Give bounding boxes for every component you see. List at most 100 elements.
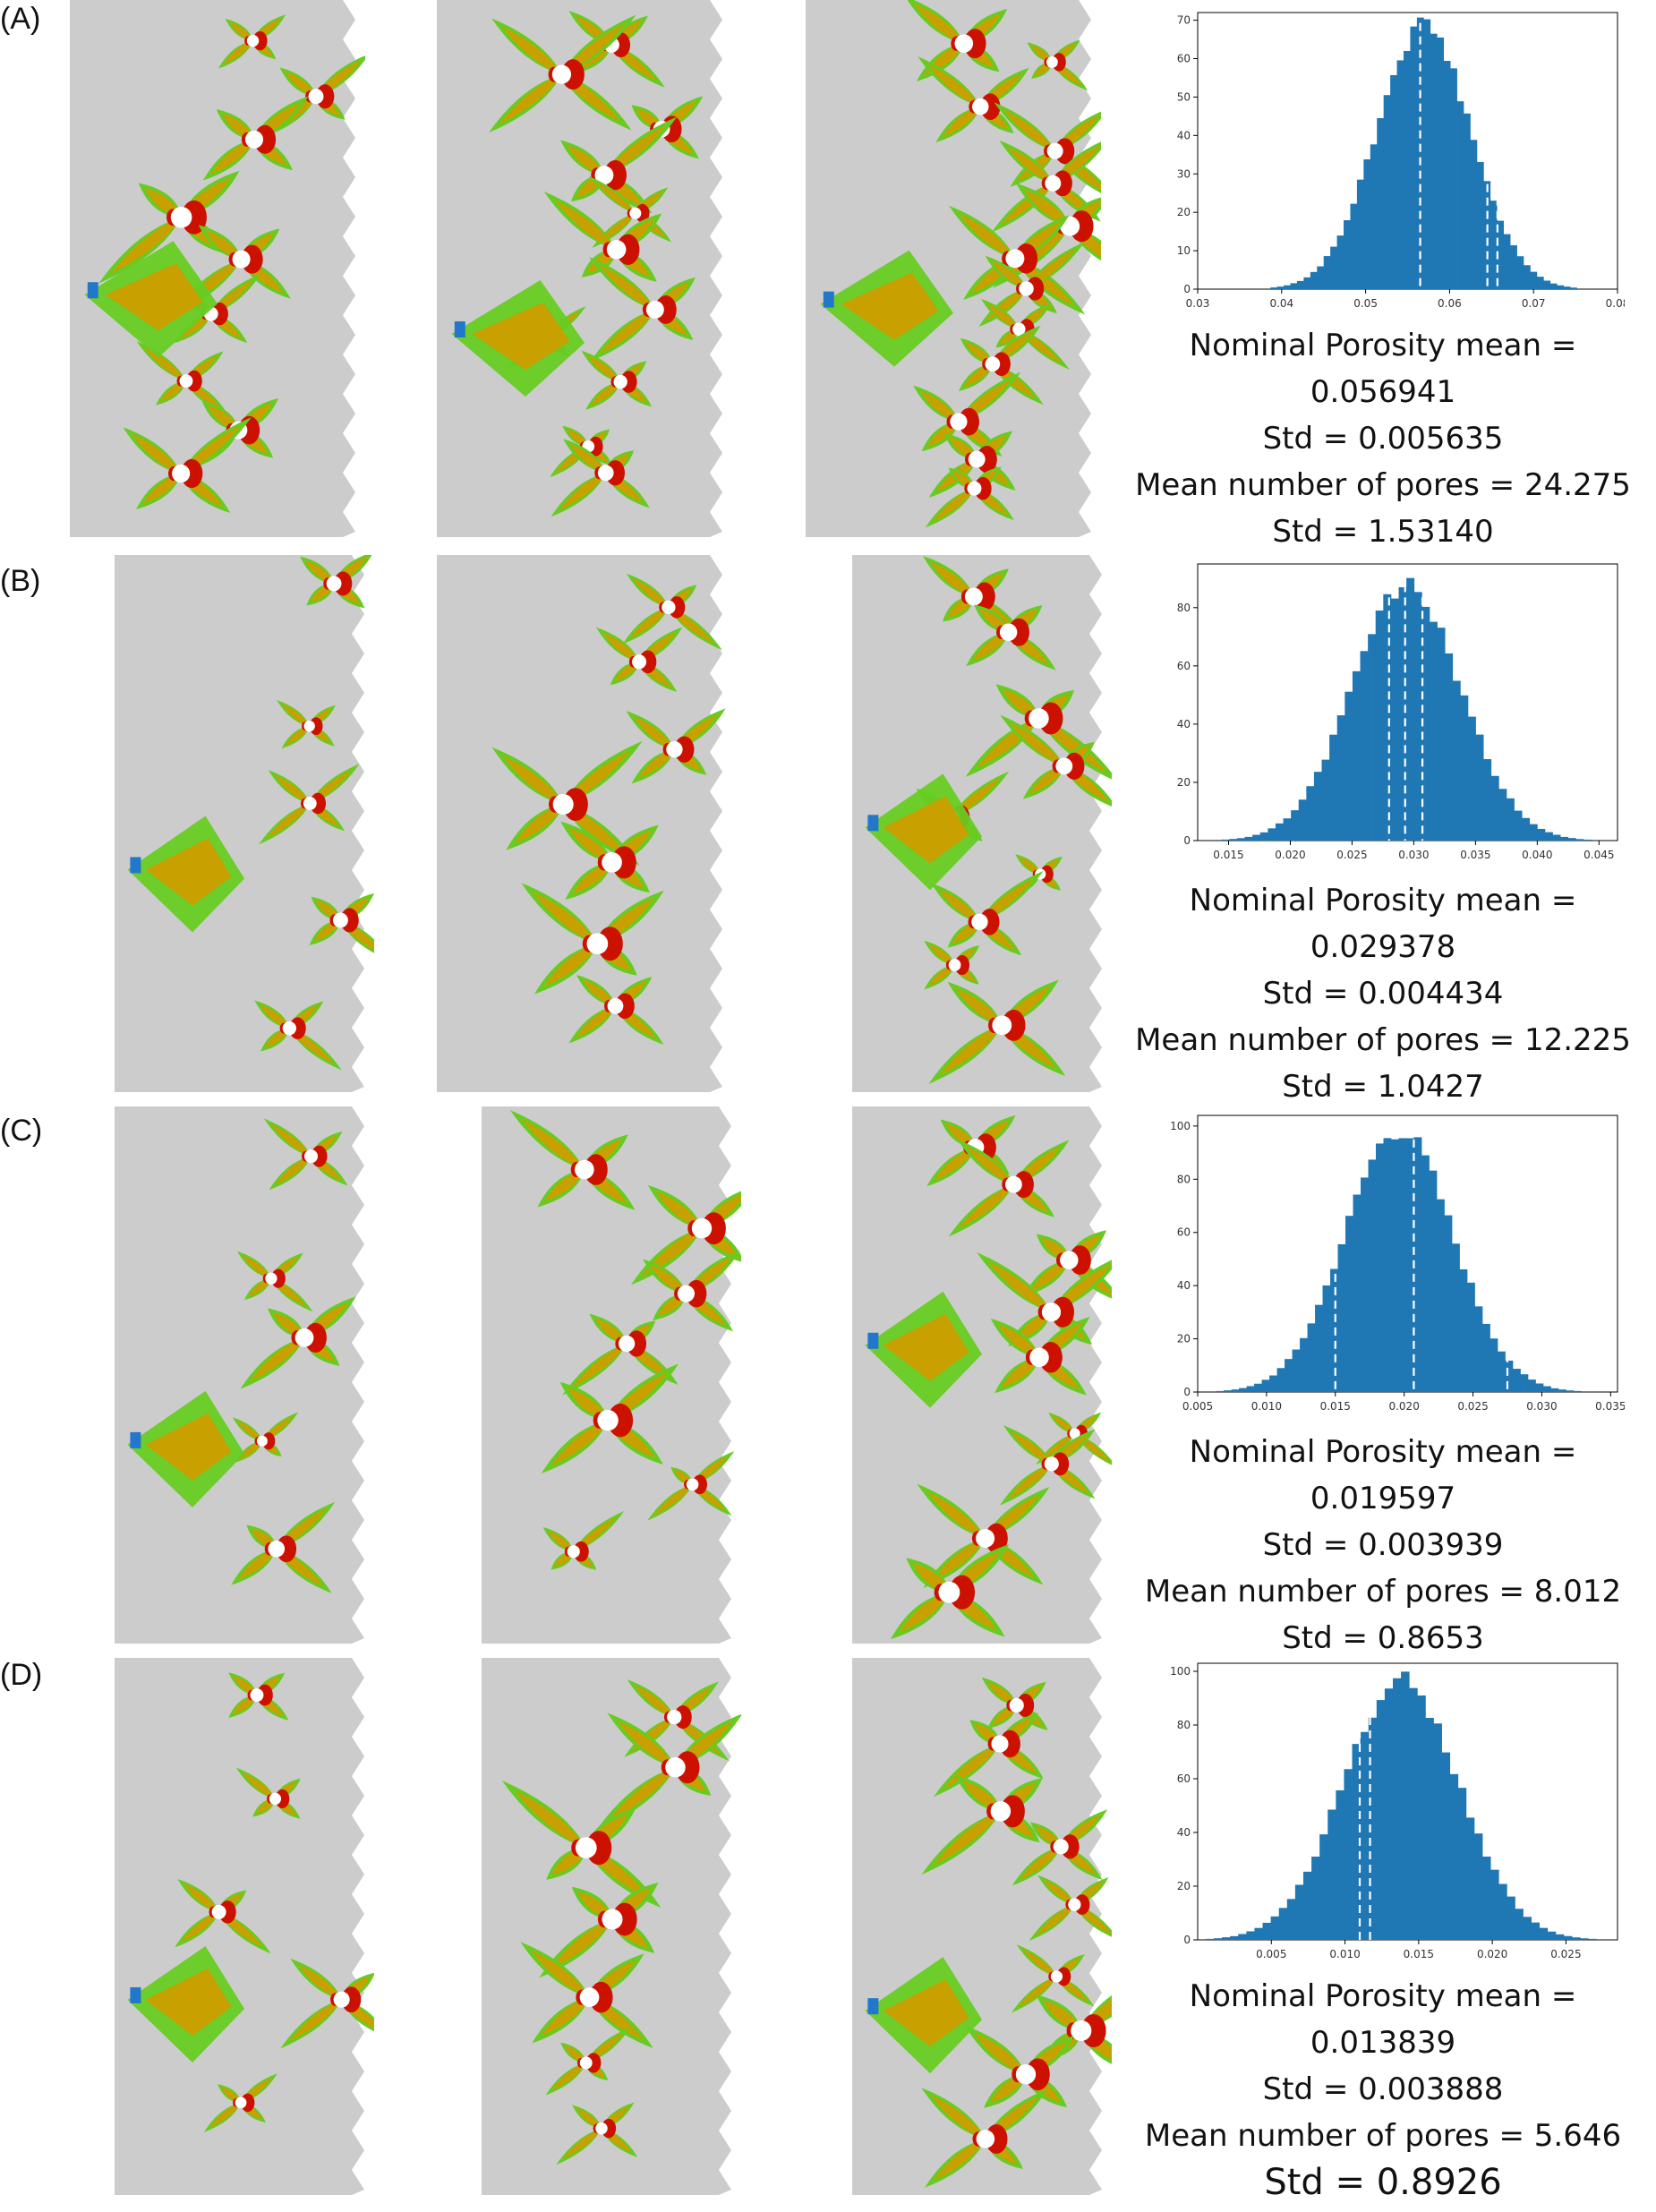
histogram-bar bbox=[1470, 140, 1478, 289]
histogram-bar bbox=[1498, 1883, 1507, 1940]
histogram-bar bbox=[1292, 1349, 1301, 1392]
damage-core-high bbox=[1080, 2013, 1106, 2048]
damage-zone bbox=[556, 2102, 638, 2165]
x-tick-label: 0.035 bbox=[1460, 849, 1490, 861]
pore bbox=[629, 207, 642, 219]
damage-core-high bbox=[1061, 1834, 1080, 1859]
histogram-bar bbox=[1530, 271, 1538, 289]
x-tick-label: 0.05 bbox=[1353, 297, 1378, 310]
histogram-bar bbox=[1441, 1752, 1451, 1940]
damage-zone bbox=[509, 1110, 636, 1210]
histogram-bar bbox=[1406, 1138, 1414, 1392]
damage-core-high bbox=[702, 1212, 726, 1245]
simulation-image-3 bbox=[852, 1106, 1112, 1644]
x-tick-label: 0.015 bbox=[1213, 849, 1243, 861]
histogram-bar bbox=[1363, 159, 1371, 289]
damage-zone bbox=[595, 627, 683, 692]
simulation-image-3 bbox=[852, 555, 1112, 1092]
damage-core-high bbox=[1008, 618, 1029, 646]
damage-zone bbox=[277, 699, 337, 749]
histogram-bar bbox=[1239, 1388, 1247, 1392]
damage-lobe-mid bbox=[617, 1721, 676, 1768]
damage-zone bbox=[203, 2073, 277, 2132]
damage-core-high bbox=[289, 1017, 306, 1039]
cold-damage-cell bbox=[130, 1986, 141, 2003]
histogram-bar bbox=[1558, 1389, 1566, 1392]
histogram-bar bbox=[1246, 1931, 1255, 1940]
damage-core-high bbox=[974, 476, 992, 500]
histogram-bar bbox=[1542, 1386, 1551, 1392]
damage-lobe-mid bbox=[595, 181, 636, 214]
histogram-bar bbox=[1383, 95, 1391, 290]
simulation-image-3 bbox=[852, 1658, 1112, 2195]
histogram-bar bbox=[1421, 1155, 1430, 1392]
y-tick-label: 80 bbox=[1177, 1719, 1191, 1731]
damage-zone bbox=[1000, 714, 1112, 807]
histogram-bar bbox=[1353, 1194, 1362, 1392]
pore bbox=[303, 720, 315, 732]
damage-lobe-mid bbox=[1024, 189, 1071, 226]
histogram-bar bbox=[1336, 235, 1344, 289]
pore bbox=[265, 1272, 277, 1285]
damage-lobe-mid bbox=[567, 1388, 609, 1421]
damage-lobe-mid bbox=[499, 74, 562, 124]
damage-lobe-mid bbox=[210, 139, 254, 175]
stat-line: Mean number of pores = 12.225 bbox=[1135, 1022, 1631, 1058]
histogram-bar bbox=[1294, 1884, 1304, 1940]
damage-zone bbox=[1029, 1875, 1112, 1942]
damage-lobe-mid bbox=[1007, 1464, 1052, 1499]
histogram-bar bbox=[1460, 695, 1469, 841]
stat-line: Nominal Porosity mean = bbox=[1189, 328, 1577, 363]
pore bbox=[597, 1409, 619, 1431]
damage-zone bbox=[958, 325, 1044, 406]
damage-zone bbox=[123, 417, 252, 514]
damage-lobe-mid bbox=[1043, 1879, 1075, 1905]
histogram-bar bbox=[1345, 1216, 1353, 1392]
histogram-bar bbox=[1317, 266, 1325, 289]
histogram-bar bbox=[1549, 283, 1558, 289]
histogram-bar bbox=[1429, 621, 1438, 841]
damage-zone bbox=[501, 1780, 662, 1908]
mid-damage-region bbox=[145, 1968, 232, 2036]
damage-zone bbox=[240, 1296, 356, 1389]
damage-lobe-mid bbox=[502, 756, 564, 805]
damage-lobe-mid bbox=[551, 2063, 586, 2091]
damage-core-high bbox=[1052, 53, 1066, 72]
histogram-bar bbox=[1483, 181, 1491, 289]
damage-zone bbox=[1012, 1809, 1108, 1886]
pore bbox=[1005, 1175, 1022, 1193]
x-tick-label: 0.07 bbox=[1522, 297, 1546, 310]
damage-core-high bbox=[275, 1789, 290, 1809]
histogram-bar bbox=[1510, 245, 1517, 289]
histogram-bar bbox=[1437, 628, 1446, 841]
x-tick-label: 0.040 bbox=[1522, 849, 1552, 861]
histogram-bar bbox=[1473, 1833, 1483, 1940]
pore bbox=[552, 793, 574, 816]
histogram-bar bbox=[1390, 74, 1397, 290]
histogram-bar bbox=[1327, 1809, 1336, 1940]
histogram-bar bbox=[1337, 1243, 1346, 1392]
mid-damage-region bbox=[883, 1979, 969, 2047]
pore bbox=[602, 1909, 623, 1930]
x-tick-label: 0.005 bbox=[1256, 1948, 1286, 1960]
histogram-bar bbox=[1516, 256, 1524, 289]
damage-core-high bbox=[674, 1705, 692, 1729]
damage-lobe-mid bbox=[270, 1123, 312, 1157]
damage-lobe-mid bbox=[1022, 1949, 1057, 1977]
histogram-bar bbox=[1344, 220, 1351, 289]
damage-zone bbox=[907, 0, 1008, 81]
histogram-bar bbox=[1425, 1717, 1434, 1940]
matrix-background bbox=[115, 1106, 364, 1644]
cold-damage-cell bbox=[130, 857, 141, 874]
histogram-bar bbox=[1303, 277, 1311, 289]
histogram-bar bbox=[1291, 810, 1300, 841]
y-tick-label: 0 bbox=[1183, 283, 1191, 295]
damage-lobe-mid bbox=[939, 1025, 1003, 1076]
y-tick-label: 70 bbox=[1177, 14, 1191, 27]
cold-damage-cell bbox=[867, 1998, 879, 2015]
damage-lobe-mid bbox=[1007, 147, 1054, 184]
panel-label: (A) bbox=[0, 2, 41, 36]
histogram-bar bbox=[1222, 1937, 1231, 1940]
mid-damage-region bbox=[145, 838, 232, 906]
histogram-bar bbox=[1505, 1360, 1514, 1392]
